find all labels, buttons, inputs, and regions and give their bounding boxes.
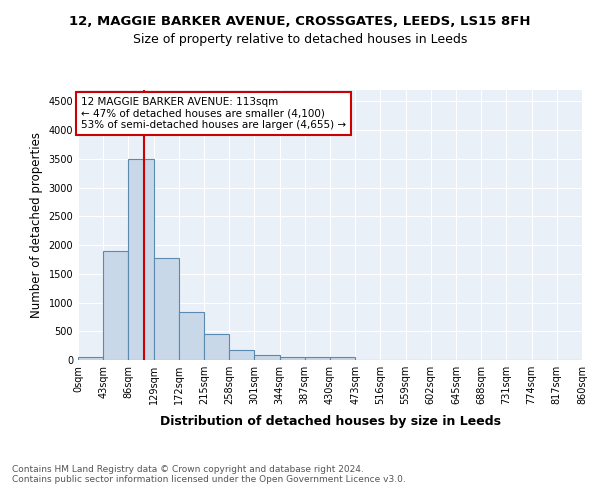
Bar [154, 258, 179, 360]
Bar [179, 312, 204, 360]
Bar [128, 159, 154, 360]
Text: 12 MAGGIE BARKER AVENUE: 113sqm
← 47% of detached houses are smaller (4,100)
53%: 12 MAGGIE BARKER AVENUE: 113sqm ← 47% of… [81, 97, 346, 130]
Bar [254, 355, 280, 360]
Text: Distribution of detached houses by size in Leeds: Distribution of detached houses by size … [160, 415, 500, 428]
Bar [229, 350, 254, 360]
Bar [305, 357, 330, 360]
Bar [103, 251, 128, 360]
Text: 12, MAGGIE BARKER AVENUE, CROSSGATES, LEEDS, LS15 8FH: 12, MAGGIE BARKER AVENUE, CROSSGATES, LE… [69, 15, 531, 28]
Text: Size of property relative to detached houses in Leeds: Size of property relative to detached ho… [133, 32, 467, 46]
Bar [280, 356, 305, 360]
Bar [204, 334, 229, 360]
Y-axis label: Number of detached properties: Number of detached properties [30, 132, 43, 318]
Text: Contains HM Land Registry data © Crown copyright and database right 2024.
Contai: Contains HM Land Registry data © Crown c… [12, 465, 406, 484]
Bar [330, 357, 355, 360]
Bar [78, 357, 103, 360]
